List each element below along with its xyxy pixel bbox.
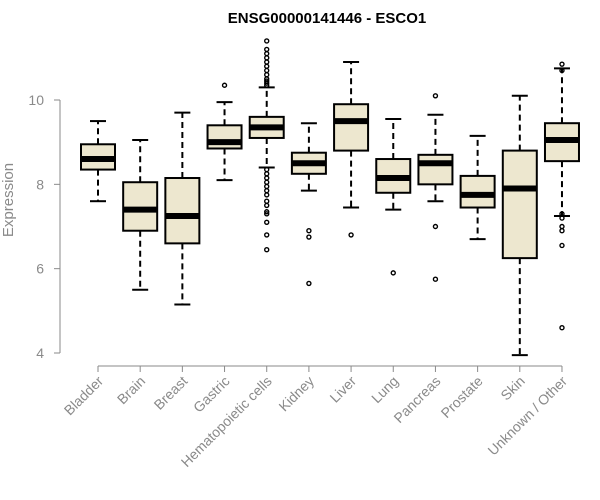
box-hematopoietic-cells <box>248 38 285 253</box>
outlier-point <box>264 192 270 198</box>
y-tick-label: 8 <box>36 176 44 192</box>
outlier-point <box>264 219 270 225</box>
outlier-point <box>432 223 439 230</box>
outlier-point <box>264 67 270 74</box>
outlier-point <box>432 276 439 282</box>
outlier-point <box>264 202 270 209</box>
x-tick-label: Kidney <box>275 373 317 415</box>
box-lung <box>375 117 412 276</box>
outlier-point <box>264 232 270 238</box>
iqr-box <box>333 103 370 152</box>
x-tick-label: Brain <box>114 373 148 407</box>
x-tick-label: Liver <box>326 373 359 406</box>
outlier-point <box>264 171 270 177</box>
outlier-point <box>306 234 312 240</box>
iqr-box <box>417 153 454 186</box>
x-tick-label: Bladder <box>61 373 107 419</box>
outlier-point <box>264 71 270 78</box>
x-tick-label: Prostate <box>438 373 486 421</box>
iqr-box <box>459 174 496 209</box>
outlier-point <box>390 270 396 276</box>
box-pancreas <box>417 93 454 282</box>
y-tick-label: 6 <box>36 261 44 277</box>
outlier-point <box>264 179 270 185</box>
outlier-point <box>264 198 270 204</box>
iqr-box <box>122 181 159 232</box>
outlier-point <box>264 80 270 86</box>
outlier-point <box>559 242 565 249</box>
box-gastric <box>206 82 243 182</box>
outlier-point <box>559 325 565 331</box>
outlier-point <box>264 55 270 61</box>
x-tick-label: Lung <box>368 373 401 406</box>
box-skin <box>501 94 538 357</box>
outlier-point <box>306 228 312 234</box>
x-tick-label: Skin <box>497 373 528 404</box>
outlier-point <box>264 38 270 44</box>
outlier-point <box>559 223 565 230</box>
box-bladder <box>80 120 116 203</box>
x-tick-label: Unknown / Other <box>484 373 570 459</box>
y-axis: 4 6 8 10 <box>28 92 61 361</box>
outlier-point <box>264 63 270 69</box>
chart-title: ENSG00000141446 - ESCO1 <box>228 10 426 27</box>
outlier-point <box>264 166 270 173</box>
outlier-point <box>559 228 565 234</box>
box-unknown-other <box>543 61 580 331</box>
outlier-point <box>559 67 565 74</box>
outlier-point <box>264 209 270 215</box>
outlier-point <box>264 175 270 181</box>
iqr-box <box>164 177 201 245</box>
box-kidney <box>290 122 327 287</box>
outlier-point <box>264 183 270 190</box>
box-liver <box>333 61 370 238</box>
box-breast <box>164 111 201 306</box>
outlier-point <box>264 46 270 53</box>
outlier-point <box>432 93 439 99</box>
outlier-point <box>559 61 565 67</box>
y-tick-label: 10 <box>28 92 44 108</box>
outlier-point <box>348 232 354 238</box>
outlier-point <box>264 211 270 217</box>
outlier-point <box>264 246 270 253</box>
outlier-point <box>306 280 312 287</box>
box-prostate <box>459 134 496 241</box>
y-axis-label: Expression <box>0 163 17 237</box>
outlier-point <box>264 50 270 57</box>
outlier-point <box>264 82 270 88</box>
plot-area <box>80 38 580 357</box>
x-tick-label: Breast <box>151 373 191 413</box>
x-tick-label: Pancreas <box>390 373 443 426</box>
outlier-point <box>264 59 270 65</box>
iqr-box <box>501 149 538 260</box>
outlier-point <box>221 82 228 88</box>
y-tick-label: 4 <box>36 345 44 361</box>
outlier-point <box>264 187 270 194</box>
outlier-point <box>559 215 565 221</box>
box-brain <box>122 139 159 291</box>
